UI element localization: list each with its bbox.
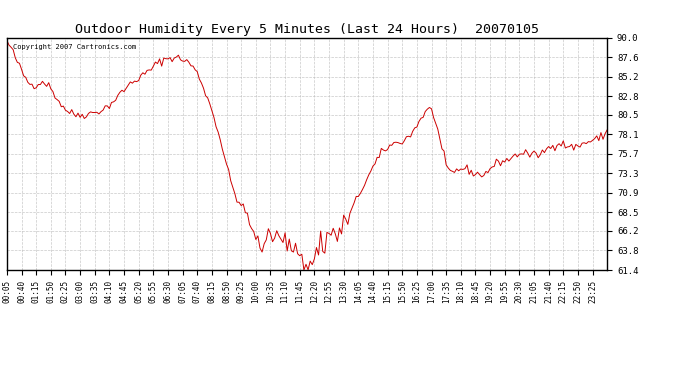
Title: Outdoor Humidity Every 5 Minutes (Last 24 Hours)  20070105: Outdoor Humidity Every 5 Minutes (Last 2… xyxy=(75,23,539,36)
Text: Copyright 2007 Cartronics.com: Copyright 2007 Cartronics.com xyxy=(13,45,136,51)
